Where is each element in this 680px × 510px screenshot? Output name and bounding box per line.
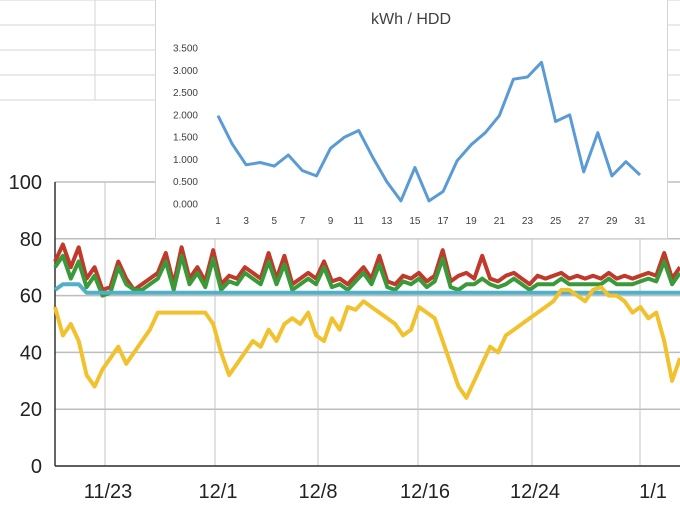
inset-x-tick-label: 31 (634, 216, 646, 227)
inset-x-tick-label: 29 (606, 216, 618, 227)
x-tick-label: 12/24 (510, 481, 560, 503)
inset-chart-svg: kWh / HDD 0.000 0.500 1.000 1.500 2.000 2.500… (173, 11, 646, 228)
inset-x-tick-label: 3 (243, 216, 249, 227)
inset-series-line-1 (216, 60, 642, 203)
inset-y-tick-label: 1.500 (173, 133, 198, 144)
x-tick-label: 12/1 (199, 481, 238, 503)
inset-tick-labels: 0.000 0.500 1.000 1.500 2.000 2.500 3.000 3.500… (173, 44, 646, 228)
inset-y-tick-label: 2.000 (173, 110, 198, 121)
inset-x-tick-label: 7 (300, 216, 306, 227)
inset-x-tick-label: 21 (494, 216, 506, 227)
x-tick-label: 1/1 (639, 481, 667, 503)
inset-x-tick-label: 13 (381, 216, 393, 227)
inset-x-tick-label: 19 (466, 216, 478, 227)
inset-x-tick-label: 5 (271, 216, 277, 227)
inset-x-tick-label: 1 (215, 216, 221, 227)
y-tick-label: 0 (31, 456, 42, 478)
inset-x-tick-label: 15 (409, 216, 421, 227)
inset-y-tick-label: 2.500 (173, 88, 198, 99)
inset-series (216, 60, 642, 203)
inset-x-tick-label: 11 (353, 216, 364, 227)
series-line-2 (53, 253, 680, 298)
y-tick-label: 80 (20, 229, 42, 251)
inset-y-tick-label: 3.500 (173, 44, 198, 55)
inset-y-tick-label: 1.000 (173, 155, 198, 166)
inset-x-tick-label: 9 (328, 216, 334, 227)
inset-y-tick-label: 0.500 (173, 177, 198, 188)
inset-y-tick-label: 3.000 (173, 66, 198, 77)
y-tick-label: 60 (20, 286, 42, 308)
inset-x-tick-label: 23 (522, 216, 534, 227)
inset-x-tick-label: 27 (578, 216, 590, 227)
chart-title: kWh / HDD (371, 11, 451, 28)
inset-chart: kWh / HDD 0.000 0.500 1.000 1.500 2.000 2.500… (155, 0, 668, 239)
inset-y-tick-label: 0.000 (173, 200, 198, 211)
y-tick-label: 100 (9, 172, 42, 194)
x-tick-label: 12/16 (400, 481, 450, 503)
inset-x-tick-label: 25 (550, 216, 562, 227)
x-tick-label: 11/23 (84, 481, 133, 503)
x-tick-label: 12/8 (299, 481, 338, 503)
background-axes (54, 182, 680, 467)
background-series (53, 242, 680, 400)
background-tick-labels: 0 20 40 60 80 100 11/23 12/1 12/8 12/16 12/24 1/1 (9, 172, 667, 503)
inset-x-tick-label: 17 (438, 216, 450, 227)
series-line-4 (53, 285, 680, 400)
series-line-1 (53, 242, 680, 292)
y-tick-label: 20 (20, 399, 42, 421)
y-tick-label: 40 (20, 342, 42, 364)
